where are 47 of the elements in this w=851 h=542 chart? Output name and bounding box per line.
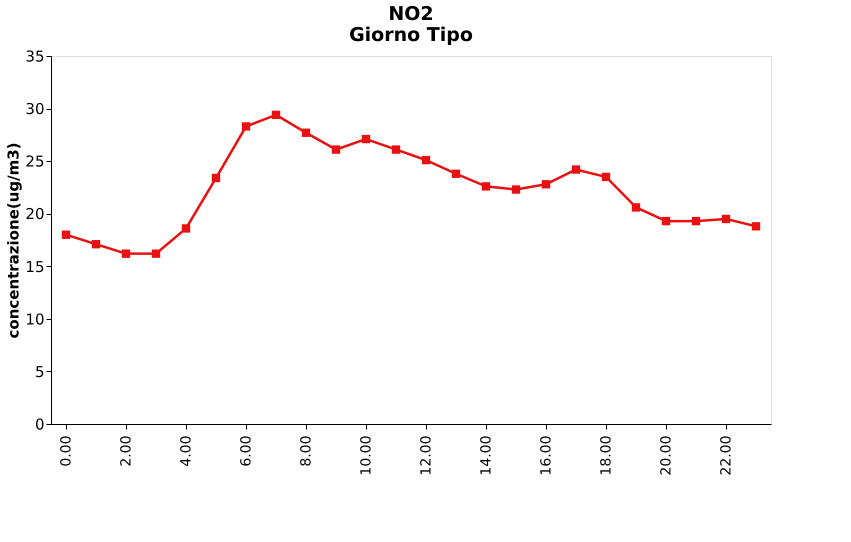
- point: [602, 172, 610, 182]
- point: [692, 216, 700, 226]
- point: [542, 180, 550, 188]
- text: Giorno Tipo: [349, 24, 473, 46]
- y-tick-label: 15: [25, 258, 44, 276]
- point: [212, 174, 220, 182]
- point: [242, 122, 250, 131]
- point: [512, 185, 520, 194]
- y-tick-label: 5: [34, 362, 44, 381]
- y-axis-title: concentrazione(ug/m3): [4, 142, 22, 339]
- point: [362, 134, 370, 144]
- x-tick-label: 12.00: [418, 436, 434, 476]
- y-tick-label: 25: [25, 152, 44, 171]
- point: [152, 249, 160, 258]
- x-tick-label: 18.00: [598, 436, 614, 476]
- point: [482, 182, 490, 191]
- point: [62, 230, 70, 239]
- point: [422, 156, 430, 164]
- x-tick-label: 22.00: [718, 436, 734, 476]
- y-tick-label: 0: [34, 416, 44, 434]
- x-tick-label: 4.00: [178, 436, 194, 467]
- point: [632, 203, 640, 212]
- point: [392, 145, 400, 154]
- x-tick-label: 16.00: [538, 436, 554, 476]
- point: [572, 165, 580, 174]
- y-tick-label: 10: [25, 310, 44, 328]
- point: [332, 145, 340, 154]
- y-tick-label: 30: [25, 100, 44, 118]
- point: [662, 216, 670, 226]
- x-tick-label: 0.00: [58, 436, 74, 467]
- point: [182, 224, 190, 233]
- point: [92, 240, 100, 248]
- point: [722, 214, 730, 224]
- x-tick-label: 8.00: [298, 436, 314, 467]
- point: [272, 110, 280, 120]
- x-tick-label: 20.00: [658, 436, 674, 476]
- point: [452, 170, 460, 178]
- point: [302, 128, 310, 137]
- x-tick-label: 10.00: [358, 436, 374, 476]
- text: NO2: [388, 3, 434, 25]
- x-tick-label: 6.00: [238, 436, 254, 467]
- x-tick-label: 14.00: [478, 436, 494, 476]
- x-tick-label: 2.00: [118, 436, 134, 467]
- y-tick-label: 35: [25, 48, 44, 66]
- point: [752, 222, 760, 231]
- point: [122, 249, 130, 258]
- y-tick-label: 20: [25, 205, 44, 224]
